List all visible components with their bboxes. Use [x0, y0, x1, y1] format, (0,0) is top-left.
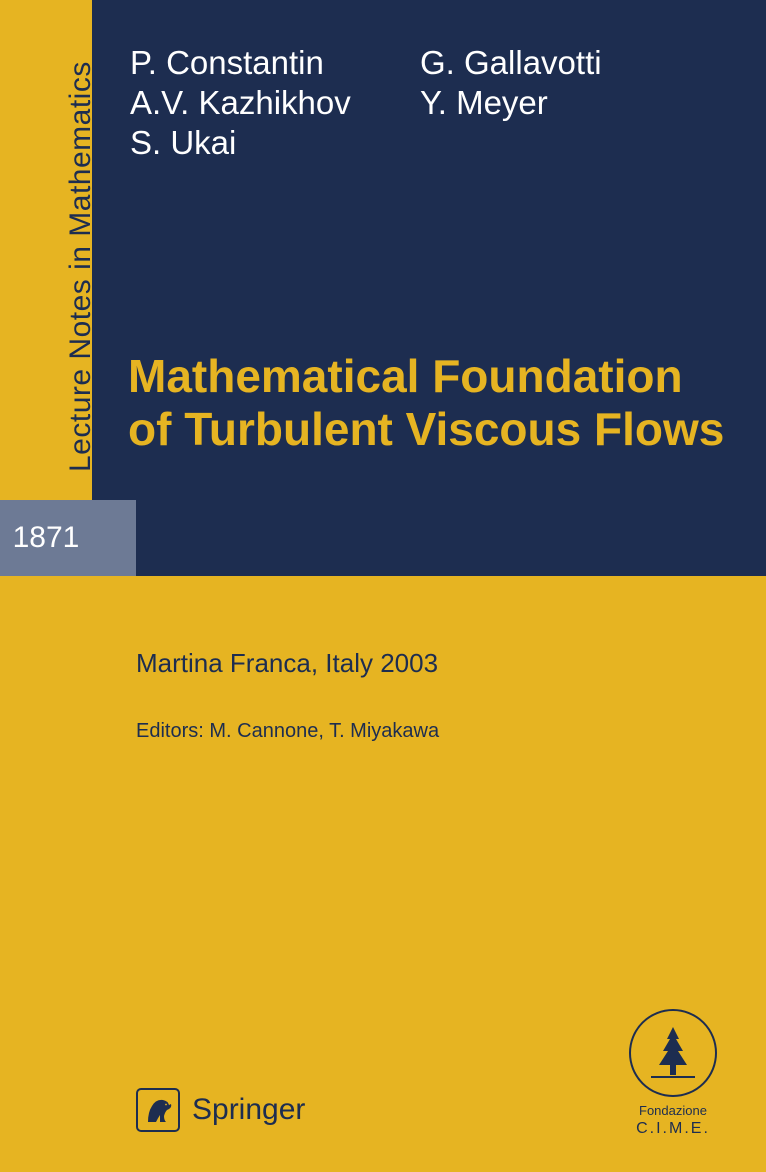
publisher-name: Springer	[192, 1093, 305, 1127]
volume-number-box: 1871	[0, 500, 92, 576]
publisher-block: Springer	[136, 1088, 305, 1132]
author-4: Y. Meyer	[420, 84, 548, 122]
subtitle: Martina Franca, Italy 2003	[136, 648, 438, 679]
title-line-2: of Turbulent Viscous Flows	[128, 403, 746, 456]
accent-block	[92, 500, 136, 576]
cime-tree-icon	[629, 1009, 717, 1097]
cime-label-bottom: C.I.M.E.	[618, 1120, 728, 1138]
authors-block: P. Constantin G. Gallavotti A.V. Kazhikh…	[130, 44, 746, 164]
title-line-1: Mathematical Foundation	[128, 350, 746, 403]
top-dark-panel: P. Constantin G. Gallavotti A.V. Kazhikh…	[92, 0, 766, 576]
author-2: G. Gallavotti	[420, 44, 602, 82]
author-5: S. Ukai	[130, 124, 420, 162]
springer-horse-icon	[136, 1088, 180, 1132]
volume-number: 1871	[13, 521, 80, 555]
author-3: A.V. Kazhikhov	[130, 84, 420, 122]
cime-block: Fondazione C.I.M.E.	[618, 1009, 728, 1138]
cime-label-top: Fondazione	[618, 1103, 728, 1118]
book-title: Mathematical Foundation of Turbulent Vis…	[128, 350, 746, 456]
bottom-yellow-panel: Martina Franca, Italy 2003 Editors: M. C…	[92, 576, 766, 1172]
author-1: P. Constantin	[130, 44, 420, 82]
editors-line: Editors: M. Cannone, T. Miyakawa	[136, 720, 439, 743]
